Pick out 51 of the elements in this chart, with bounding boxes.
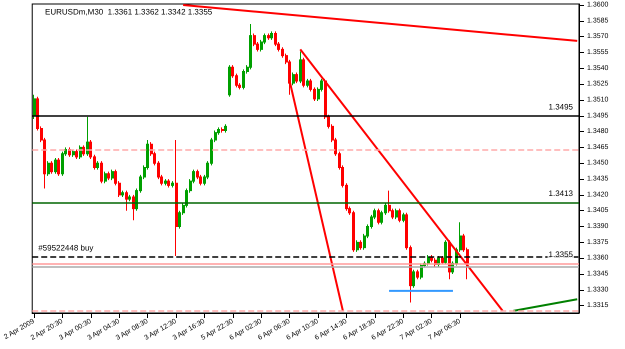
candlestick [57, 157, 60, 176]
ref-line-label: 1.3495 [548, 102, 574, 112]
candlestick [47, 160, 50, 176]
candlestick [398, 208, 401, 223]
candlestick [359, 240, 362, 250]
candlestick [54, 157, 57, 174]
candlestick [75, 149, 78, 160]
candlestick [121, 190, 124, 198]
candlestick [302, 57, 305, 88]
candlestick [402, 212, 405, 223]
candlestick [306, 78, 309, 88]
candlestick [86, 116, 89, 156]
candlestick [50, 160, 53, 174]
candlestick [444, 240, 447, 265]
candlestick [82, 144, 85, 156]
ref-line-label: 1.3355 [548, 250, 574, 259]
candlestick [167, 178, 170, 188]
candlestick [242, 68, 245, 90]
ref-line-label: #59522448 buy [38, 244, 94, 253]
ref-line-label: 1.3413 [548, 188, 574, 198]
candlestick [249, 24, 252, 70]
candlestick [221, 126, 224, 134]
candlestick [104, 171, 107, 184]
candlestick [125, 190, 128, 212]
candlestick [61, 151, 64, 176]
candlestick [416, 269, 419, 280]
candlestick [224, 124, 227, 134]
candlestick [292, 72, 295, 86]
candlestick [128, 194, 131, 202]
candlestick [175, 140, 178, 257]
candlestick [267, 33, 270, 40]
chart-title: EURUSDm,M30 1.3361 1.3362 1.3342 1.3355 [45, 8, 213, 16]
candlestick [395, 208, 398, 220]
candlestick [100, 160, 103, 184]
candlestick [270, 30, 273, 40]
candlestick [111, 169, 114, 181]
candlestick [33, 94, 36, 120]
candlestick [299, 50, 302, 84]
candlestick [171, 180, 174, 188]
candlestick [377, 208, 380, 225]
candlestick [132, 194, 135, 221]
candlestick [164, 178, 167, 186]
candlestick [72, 149, 75, 158]
candlestick [96, 160, 99, 170]
candlestick [295, 72, 298, 84]
candlestick [352, 210, 355, 252]
candlestick [228, 64, 231, 98]
candlestick [107, 171, 110, 181]
candlestick [441, 256, 444, 265]
candlestick [356, 240, 359, 252]
candlestick [412, 269, 415, 288]
